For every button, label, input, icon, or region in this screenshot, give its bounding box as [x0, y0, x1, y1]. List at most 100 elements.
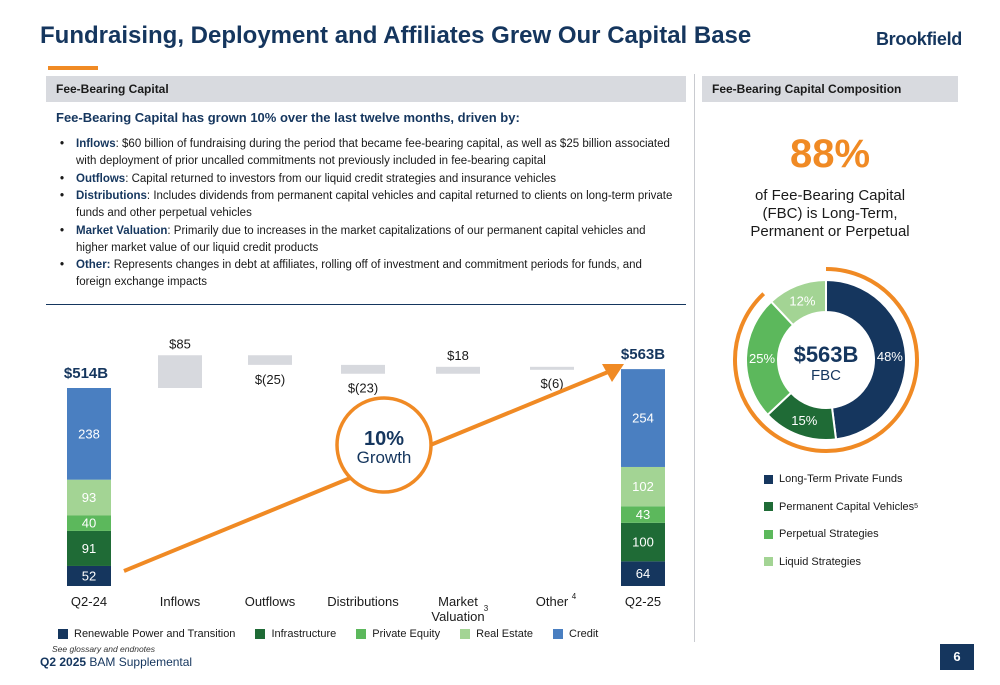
donut-legend-item: Long-Term Private Funds [764, 472, 918, 486]
category-label: Outflows [245, 594, 296, 609]
driver-bullet: Distributions: Includes dividends from p… [60, 188, 680, 222]
growth-circle [335, 396, 433, 494]
legend-swatch [356, 629, 367, 639]
legend-label: Renewable Power and Transition [74, 628, 236, 640]
segment-value-label: 52 [82, 568, 96, 583]
page-number: 6 [940, 644, 974, 670]
segment-value-label: 100 [632, 535, 654, 550]
segment-value-label: 43 [636, 507, 650, 522]
legend-item: Credit [553, 628, 598, 640]
chart-top-rule [46, 304, 686, 305]
driver-term: Other: [76, 259, 111, 271]
legend-label: Infrastructure [271, 628, 337, 640]
donut-slice-label: 15% [791, 413, 817, 428]
category-footnote-marker: 4 [572, 592, 577, 601]
segment-value-label: 40 [82, 516, 96, 531]
segment-value-label: 254 [632, 411, 654, 426]
category-label: Distributions [327, 594, 399, 609]
driver-description: Capital returned to investors from our l… [128, 172, 557, 185]
driver-bullet: Market Valuation: Primarily due to incre… [60, 223, 680, 257]
donut-center-value: $563B [794, 342, 859, 367]
segment-value-label: 93 [82, 490, 96, 505]
stack-segment [621, 522, 665, 562]
long-term-highlight-arc [733, 267, 919, 453]
legend-item: Renewable Power and Transition [58, 628, 235, 640]
donut-legend-label: Liquid Strategies [779, 555, 861, 568]
driver-term: Outflows [76, 172, 126, 185]
legend-swatch [553, 629, 563, 639]
change-bar [158, 355, 202, 388]
long-term-description: of Fee-Bearing Capital (FBC) is Long-Ter… [700, 187, 960, 241]
driver-term-separator: : [167, 224, 171, 237]
change-value-label: $(6) [540, 376, 563, 391]
donut-legend-swatch [764, 557, 773, 566]
driver-description: $60 billion of fundraising during the pe… [76, 138, 670, 167]
segment-value-label: 238 [78, 426, 100, 441]
driver-description: Represents changes in debt at affiliates… [76, 259, 642, 288]
category-label: Inflows [160, 594, 201, 609]
change-value-label: $(23) [348, 381, 378, 396]
donut-legend-item: Liquid Strategies [764, 555, 918, 569]
change-value-label: $18 [447, 348, 469, 363]
legend-swatch [58, 629, 68, 639]
legend-swatch [460, 629, 471, 639]
change-value-label: $(25) [255, 372, 285, 387]
stack-segment [67, 565, 111, 586]
fbc-growth-subheading: Fee-Bearing Capital has grown 10% over t… [56, 110, 520, 125]
change-bar [248, 355, 292, 365]
category-label: Other [536, 594, 569, 609]
donut-slice-label: 12% [789, 293, 815, 308]
growth-arrow-head [602, 364, 624, 382]
stack-segment [621, 369, 665, 467]
donut-legend-swatch [764, 474, 773, 484]
donut-legend-swatch [764, 502, 773, 511]
donut-slice [769, 278, 827, 327]
stack-segment [67, 515, 111, 531]
driver-term: Distributions [76, 190, 147, 202]
legend-item: Private Equity [356, 628, 440, 640]
driver-bullet: Other: Represents changes in debt at aff… [60, 257, 680, 291]
driver-bullet: Inflows: $60 billion of fundraising duri… [60, 136, 680, 170]
stack-segment [67, 479, 111, 516]
category-label: Market [438, 594, 478, 609]
section-header-fbc-composition: Fee-Bearing Capital Composition [702, 76, 958, 102]
category-footnote-marker: 3 [484, 604, 489, 613]
driver-term: Market Valuation [76, 224, 168, 237]
category-label: Q2-24 [71, 594, 107, 609]
change-bar [341, 364, 385, 374]
donut-slice-label: 25% [749, 351, 775, 366]
change-value-label: $85 [169, 336, 191, 351]
glossary-note: See glossary and endnotes [52, 644, 156, 654]
segment-value-label: 64 [636, 566, 650, 581]
legend-label: Credit [569, 628, 599, 640]
stack-segment [67, 388, 111, 480]
stack-segment [621, 506, 665, 523]
donut-legend-label: Long-Term Private Funds [779, 473, 903, 485]
stack-segment [67, 530, 111, 566]
driver-term: Inflows [76, 138, 116, 150]
driver-term-separator: : [115, 138, 119, 150]
legend-item: Real Estate [460, 628, 533, 640]
growth-label: Growth [357, 448, 412, 467]
description-line: Permanent or Perpetual [750, 223, 910, 240]
description-line: of Fee-Bearing Capital [754, 187, 906, 204]
stack-segment [621, 561, 665, 586]
driver-term-separator: : [146, 190, 151, 202]
driver-term-separator: : [125, 172, 129, 185]
segment-value-label: 102 [632, 479, 654, 494]
segment-value-label: 91 [82, 541, 96, 556]
total-label: $563B [621, 346, 665, 363]
donut-slice-label: 48% [877, 349, 903, 364]
donut-legend-swatch [764, 529, 773, 539]
donut-slice [825, 278, 907, 441]
waterfall-chart: 52914093238$514B6410043102254$563B$85$(2… [64, 336, 665, 624]
section-header-fee-bearing-capital: Fee-Bearing Capital [46, 76, 686, 102]
category-label: Valuation [431, 609, 484, 624]
legend-swatch [255, 629, 266, 639]
growth-percent: 10% [364, 428, 404, 450]
donut-legend-label: Perpetual Strategies [779, 528, 879, 540]
change-bar [436, 366, 480, 374]
waterfall-legend: Renewable Power and Transition Infrastruc… [58, 628, 618, 640]
legend-label: Real Estate [476, 628, 533, 640]
driver-bullet: Outflows: Capital returned to investors … [60, 171, 680, 188]
